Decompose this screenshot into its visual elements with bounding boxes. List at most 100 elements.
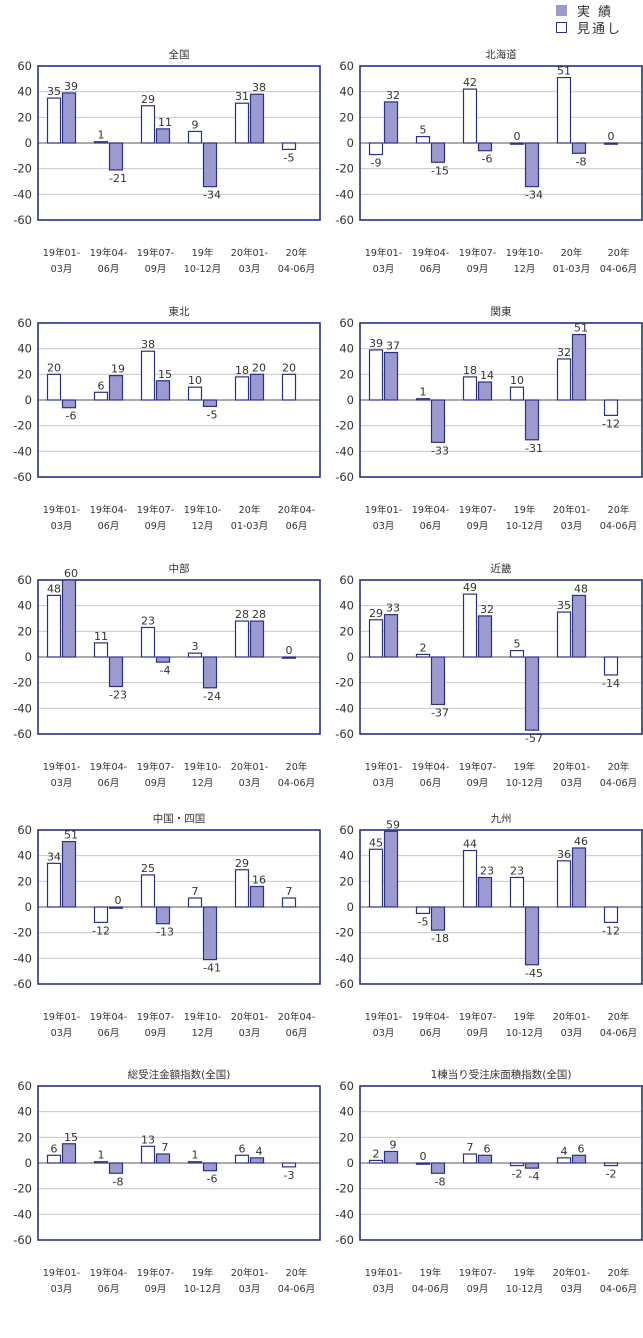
plot-frame [37, 65, 321, 221]
forecast-bar [462, 376, 478, 401]
actual-bar [61, 579, 77, 658]
x-category-label: 10-12月 [506, 521, 543, 532]
x-category-label: 06月 [98, 264, 120, 275]
forecast-data-label: 39 [369, 337, 383, 350]
plot-frame [359, 322, 643, 478]
actual-data-label: 32 [480, 603, 494, 616]
chart-title: 近畿 [491, 562, 512, 575]
x-category-label: 03月 [561, 1028, 583, 1039]
forecast-bar [281, 1162, 297, 1168]
forecast-bar [46, 373, 62, 401]
plot-frame [359, 829, 643, 985]
actual-bar [155, 906, 171, 925]
x-category-label: 20年 [561, 247, 583, 259]
chart-svg: 1棟当り受注床面積指数(全国)6040200-20-40-602919年01-0… [335, 1068, 643, 1295]
x-category-label: 03月 [373, 521, 395, 532]
forecast-bar [556, 76, 572, 144]
legend-swatch-forecast [556, 21, 567, 33]
actual-bar [383, 101, 399, 144]
x-category-label: 10-12月 [506, 1028, 543, 1039]
forecast-data-label: -14 [602, 677, 620, 690]
plot-frame [359, 579, 643, 735]
forecast-data-label: 25 [141, 862, 155, 875]
forecast-bar [46, 594, 62, 658]
actual-data-label: -8 [576, 155, 587, 168]
y-tick-label: 40 [17, 1105, 32, 1119]
actual-bar [524, 656, 540, 731]
x-category-label: 10-12月 [506, 1284, 543, 1295]
x-category-label: 04-06月 [278, 778, 315, 789]
forecast-bar [140, 1145, 156, 1164]
y-tick-label: 60 [339, 316, 354, 330]
y-tick-label: -60 [335, 727, 354, 741]
chart-svg: 総受注金額指数(全国) 60 40 20 0 -20 -40 -60 6 15 19年01- 03月 1… [13, 1068, 321, 1295]
actual-bar [477, 381, 493, 401]
actual-data-label: -23 [109, 689, 127, 702]
forecast-bar [462, 593, 478, 658]
actual-bar [383, 351, 399, 401]
y-tick-label: 20 [17, 624, 32, 638]
forecast-data-label: 44 [463, 838, 477, 851]
forecast-bar [368, 848, 384, 908]
y-tick-label: -20 [13, 162, 32, 176]
forecast-bar [93, 391, 109, 401]
plot-frame [37, 322, 321, 478]
legend-label-actual: 実 績 [577, 4, 614, 20]
forecast-bar [415, 653, 431, 658]
x-category-label: 20年 [608, 1267, 630, 1279]
forecast-bar [187, 897, 203, 908]
chart-svg: 九州6040200-20-40-60455919年01-03月-5-1819年0… [335, 813, 643, 1039]
y-tick-label: -20 [13, 676, 32, 690]
forecast-data-label: 7 [192, 885, 199, 898]
y-tick-label: 40 [339, 342, 354, 356]
actual-data-label: 60 [64, 567, 78, 580]
forecast-bar [187, 386, 203, 401]
x-category-label: 19年 [514, 504, 536, 516]
actual-bar [108, 906, 124, 909]
actual-bar [108, 375, 124, 401]
forecast-data-label: 13 [141, 1133, 155, 1146]
x-category-label: 20年04- [278, 1011, 315, 1023]
forecast-data-label: 38 [141, 338, 155, 351]
actual-data-label: -5 [207, 408, 218, 421]
y-tick-label: -60 [13, 977, 32, 991]
x-category-label: 04-06月 [600, 1028, 637, 1039]
x-category-label: 03月 [51, 264, 73, 275]
x-category-label: 09月 [145, 264, 167, 275]
x-category-label: 09月 [467, 778, 489, 789]
y-tick-label: 20 [17, 874, 32, 888]
x-category-label: 19年07- [137, 1267, 174, 1279]
forecast-data-label: 18 [235, 364, 249, 377]
forecast-bar [462, 849, 478, 908]
actual-data-label: 7 [162, 1141, 169, 1154]
y-tick-label: 60 [339, 823, 354, 837]
y-tick-label: -20 [13, 1182, 32, 1196]
y-tick-label: 40 [17, 85, 32, 99]
forecast-bar [556, 860, 572, 908]
forecast-bar [556, 1157, 572, 1164]
actual-bar [430, 1162, 446, 1174]
y-tick-label: -20 [335, 162, 354, 176]
chart-title: 全国 [169, 48, 190, 61]
forecast-bar [415, 398, 431, 401]
actual-data-label: 33 [386, 602, 400, 615]
y-tick-label: 20 [17, 367, 32, 381]
chart-title: 九州 [491, 813, 512, 825]
x-category-label: 03月 [51, 1284, 73, 1295]
actual-data-label: -13 [156, 926, 174, 939]
x-category-label: 10-12月 [184, 264, 221, 275]
y-tick-label: 0 [347, 900, 354, 914]
actual-bar [249, 373, 265, 401]
actual-data-label: -57 [525, 732, 543, 745]
x-category-label: 19年04- [90, 247, 127, 259]
y-tick-label: 0 [25, 393, 32, 407]
actual-data-label: 37 [386, 340, 400, 353]
forecast-bar [140, 350, 156, 401]
actual-data-label: -24 [203, 690, 221, 703]
actual-data-label: -33 [431, 444, 449, 457]
actual-data-label: -4 [160, 664, 171, 677]
actual-data-label: 28 [252, 608, 266, 621]
x-category-label: 06月 [98, 778, 120, 789]
x-category-label: 19年10- [184, 761, 221, 773]
actual-data-label: 23 [480, 864, 494, 877]
